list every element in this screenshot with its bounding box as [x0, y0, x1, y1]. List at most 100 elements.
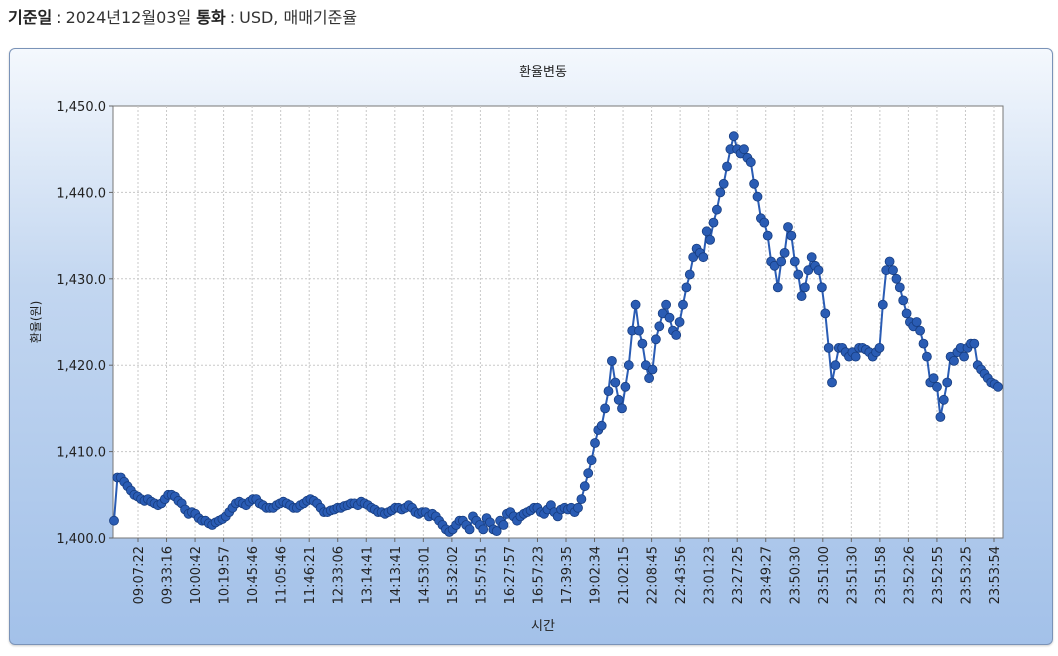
x-tick-label: 23:27:25 — [731, 546, 746, 604]
data-point — [888, 265, 898, 276]
x-tick-label: 16:57:23 — [531, 546, 546, 604]
data-point — [607, 355, 617, 366]
data-point — [617, 403, 627, 414]
y-tick-label: 1,400.0 — [56, 532, 106, 547]
x-tick-label: 15:57:51 — [474, 546, 489, 604]
data-point — [935, 412, 946, 422]
x-tick-label: 22:43:56 — [674, 546, 689, 604]
x-tick-label: 23:53:54 — [988, 546, 1003, 604]
data-point — [573, 502, 583, 513]
data-point — [491, 526, 502, 537]
data-point — [884, 256, 895, 267]
data-point — [698, 252, 709, 263]
y-tick-label: 1,420.0 — [56, 359, 106, 374]
x-tick-label: 23:52:55 — [931, 546, 946, 604]
x-tick-label: 15:32:02 — [446, 546, 461, 604]
data-point — [969, 338, 980, 349]
x-tick-label: 11:05:46 — [275, 546, 290, 604]
data-point — [823, 342, 834, 353]
data-point — [701, 226, 712, 237]
data-point — [596, 420, 607, 431]
data-point — [800, 282, 810, 293]
x-tick-label: 23:52:26 — [902, 546, 917, 604]
data-point — [644, 373, 654, 384]
data-point — [894, 282, 905, 293]
x-tick-label: 23:50:30 — [788, 546, 803, 604]
data-point — [678, 299, 688, 310]
data-point — [759, 217, 770, 228]
x-tick-label: 13:14:41 — [360, 546, 375, 604]
data-point — [942, 377, 953, 388]
data-point — [911, 317, 922, 327]
x-tick-label: 12:33:06 — [332, 546, 347, 604]
data-point — [623, 360, 634, 371]
data-point — [806, 252, 817, 263]
data-point — [464, 524, 475, 535]
date-label: 기준일 — [8, 8, 53, 27]
data-point — [789, 256, 800, 267]
data-point — [938, 394, 949, 405]
data-point — [820, 308, 831, 319]
x-tick-label: 23:51:00 — [817, 546, 832, 604]
data-point — [664, 312, 675, 323]
data-point — [637, 338, 648, 349]
data-point — [647, 364, 658, 375]
x-tick-label: 19:02:34 — [589, 546, 604, 604]
data-point — [850, 351, 861, 362]
x-tick-label: 10:00:42 — [189, 546, 204, 604]
data-point — [613, 394, 624, 405]
data-point — [610, 377, 621, 388]
x-tick-label: 23:53:25 — [959, 546, 974, 604]
plot-area — [112, 105, 1004, 539]
data-point — [715, 187, 726, 198]
data-point — [762, 230, 773, 241]
x-tick-label: 11:46:21 — [303, 546, 318, 604]
y-tick-label: 1,430.0 — [56, 273, 106, 288]
data-point — [786, 230, 797, 241]
x-tick-label: 21:02:15 — [617, 546, 632, 604]
data-point — [949, 355, 959, 366]
y-tick-label: 1,410.0 — [56, 446, 106, 461]
currency-value: USD, 매매기준율 — [239, 8, 358, 27]
info-line: 기준일:2024년12월03일 통화: USD, 매매기준율 — [8, 8, 358, 27]
x-tick-label: 14:53:01 — [417, 546, 432, 604]
chart-panel: 환율변동 1,400.0 1,410.0 1,420.0 1,430.0 1,440.0… — [9, 48, 1053, 645]
x-tick-label: 10:19:57 — [218, 546, 233, 604]
data-point — [498, 520, 509, 530]
x-tick-label: 23:51:58 — [874, 546, 889, 604]
x-tick-label: 23:51:30 — [845, 546, 860, 604]
data-point — [783, 222, 793, 232]
data-point — [671, 330, 682, 340]
data-point — [803, 265, 814, 276]
data-point — [603, 386, 614, 397]
data-point — [681, 282, 692, 293]
data-point — [932, 381, 942, 392]
data-point — [993, 381, 1003, 392]
data-point — [109, 515, 119, 526]
series-points — [109, 131, 1003, 537]
data-point — [712, 204, 722, 215]
chart-title: 환율변동 — [519, 65, 567, 80]
data-point — [922, 351, 932, 362]
data-point — [634, 325, 644, 336]
data-point — [772, 282, 783, 293]
data-point — [576, 494, 587, 505]
y-tick-label: 1,450.0 — [56, 100, 106, 115]
data-point — [583, 468, 594, 479]
data-point — [586, 455, 597, 466]
data-point — [728, 131, 739, 142]
grid-lines — [113, 106, 1003, 538]
data-point — [718, 178, 729, 189]
data-point — [684, 269, 695, 280]
data-point — [827, 377, 837, 388]
data-point — [590, 438, 600, 448]
data-point — [708, 217, 719, 228]
x-tick-label: 22:08:45 — [646, 546, 661, 604]
data-point — [817, 282, 827, 293]
data-point — [779, 247, 790, 258]
y-axis-label: 환율(원) — [29, 301, 43, 343]
data-point — [813, 265, 824, 276]
data-point — [749, 178, 759, 189]
data-point — [579, 481, 590, 492]
data-point — [776, 256, 787, 267]
